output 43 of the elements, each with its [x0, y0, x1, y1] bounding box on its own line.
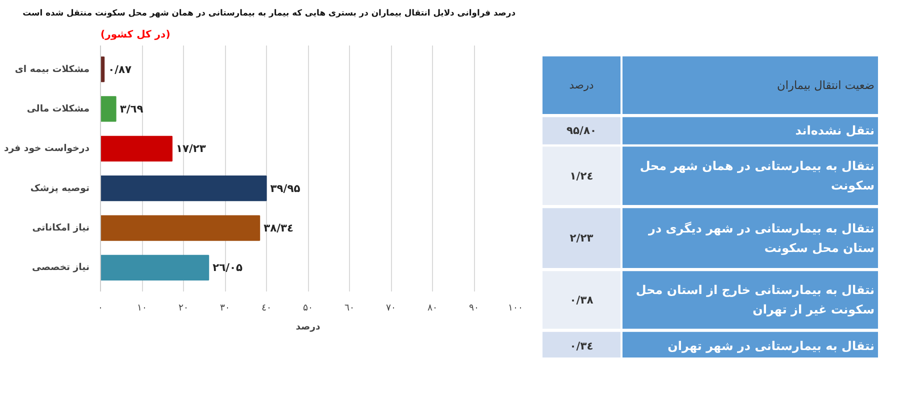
x-tick-label: ۵۰: [302, 302, 314, 314]
data-label: ۰/۸۷: [108, 62, 132, 76]
y-tick-label: نیاز تخصصی: [32, 262, 90, 274]
y-tick-label: نیاز امکاناتی: [32, 222, 90, 234]
x-tick-label: ۷۰: [386, 302, 396, 314]
text: درصد: [569, 78, 594, 92]
bar: [100, 96, 116, 122]
text: ۱/۲٤: [570, 169, 594, 182]
x-tick-label: ٦۰: [344, 302, 355, 314]
y-tick-label: مشکلات مالی: [26, 103, 90, 114]
x-tick-label: ۳۰: [220, 302, 230, 314]
x-axis-title: درصد: [296, 322, 320, 332]
data-label: ۳/٦۹: [120, 102, 144, 116]
x-tick-label: ۸۰: [427, 302, 438, 314]
text: ۰/۳٤: [570, 340, 594, 353]
text: ۰/۳۸: [570, 293, 594, 306]
text: ۹۵/۸۰: [566, 124, 596, 138]
x-tick-label: ۹۰: [468, 302, 480, 314]
text: نتقال به بیمارستانی خارج از استان محل سکونت غیر از تهران: [636, 283, 875, 317]
data-label: ۲٦/۰۵: [212, 261, 244, 274]
bar: [100, 254, 210, 280]
x-tick-label: ٤۰: [261, 302, 272, 314]
data-label: ۳۸/۳٤: [264, 222, 294, 235]
bar: [100, 215, 260, 241]
text: ضعیت انتقال بیماران: [777, 78, 874, 92]
x-tick-label: ۱۰: [136, 302, 148, 314]
data-label: ۳۹/۹۵: [270, 182, 301, 195]
bar: [100, 136, 173, 162]
text: نتقل نشده‌اند: [795, 124, 875, 138]
bar: [100, 176, 267, 202]
y-tick-label: مشکلات بیمه ای: [14, 64, 90, 75]
text: نتقال به بیمارستانی در همان شهر محل سکونت: [640, 159, 875, 193]
data-label: ۱۷/۲۳: [176, 142, 206, 156]
y-tick-label: توصیه پزشک: [30, 182, 90, 194]
chart-subtitle: (در کل کشور): [100, 30, 170, 40]
text: نتقال به بیمارستانی در شهر تهران: [668, 339, 875, 354]
text: نتقال به بیمارستانی در شهر دیگری در ستان محل سکونت: [648, 221, 875, 255]
y-tick-label: درخواست خود فرد: [4, 143, 90, 154]
text: ۲/۲۳: [570, 232, 594, 245]
chart-title: درصد فراوانی دلایل انتقال بیماران در بستری هایی که بیمار به بیمارستانی در همان شهر محل سکونت منتقل شده است: [22, 8, 516, 18]
x-tick-label: ۲۰: [178, 302, 189, 314]
x-tick-label: ۱۰۰: [508, 302, 524, 314]
x-tick-label: ۰: [98, 302, 104, 314]
